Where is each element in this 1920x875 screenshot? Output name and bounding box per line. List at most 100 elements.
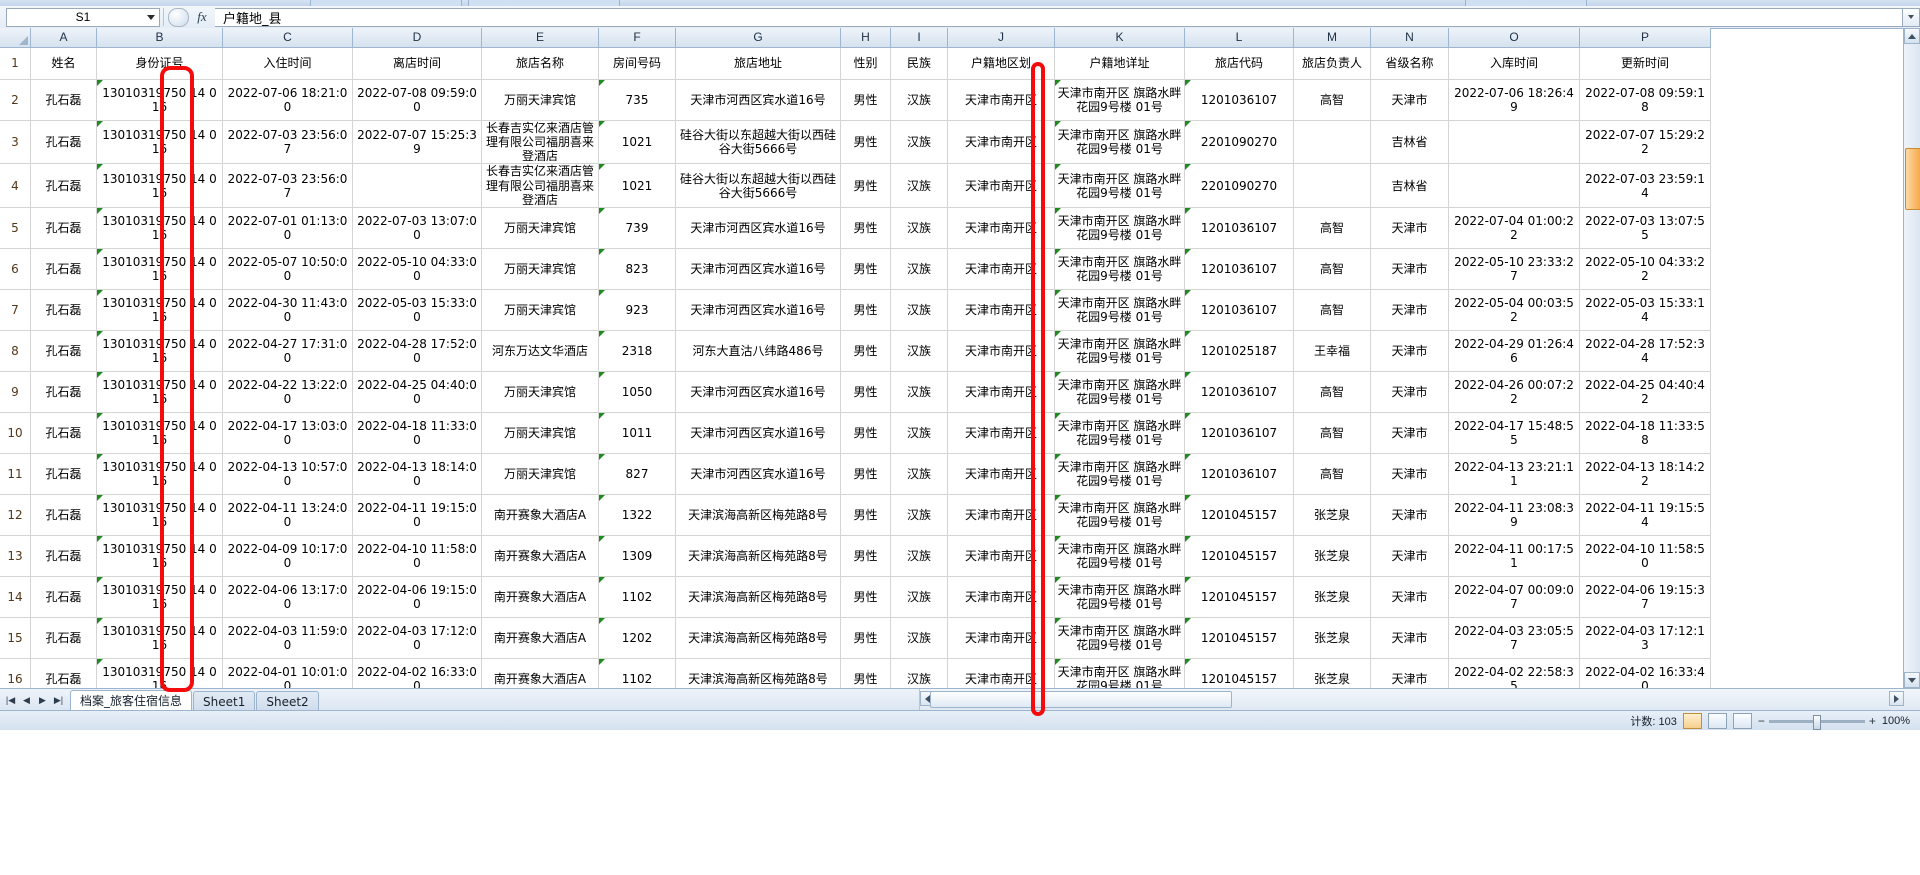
cell-B16[interactable]: 13010319750 14 016 (96, 658, 223, 688)
cell-G13[interactable]: 天津滨海高新区梅苑路8号 (675, 535, 841, 577)
zoom-slider[interactable]: − + (1758, 714, 1876, 730)
cell-N5[interactable]: 天津市 (1370, 207, 1449, 249)
first-sheet-icon[interactable]: |◀ (5, 694, 16, 705)
table-row[interactable]: 7 孔石磊 13010319750 14 016 2022-04-30 11:43:0… (0, 289, 1711, 331)
header-cell-G1[interactable]: 旅店地址 (675, 47, 841, 80)
cell-H13[interactable]: 男性 (840, 535, 891, 577)
cell-E15[interactable]: 南开赛象大酒店A (481, 617, 599, 659)
cell-I16[interactable]: 汉族 (890, 658, 948, 688)
cancel-formula-icon[interactable] (168, 7, 189, 27)
cell-P12[interactable]: 2022-04-11 19:15:54 (1579, 494, 1711, 536)
cell-B5[interactable]: 13010319750 14 016 (96, 207, 223, 249)
cell-L15[interactable]: 1201045157 (1184, 617, 1294, 659)
cell-P9[interactable]: 2022-04-25 04:40:42 (1579, 371, 1711, 413)
cell-D13[interactable]: 2022-04-10 11:58:00 (352, 535, 482, 577)
cell-J16[interactable]: 天津市南开区 (947, 658, 1055, 688)
header-cell-K1[interactable]: 户籍地详址 (1054, 47, 1185, 80)
cell-D4[interactable] (352, 163, 482, 208)
cell-G10[interactable]: 天津市河西区宾水道16号 (675, 412, 841, 454)
cell-C9[interactable]: 2022-04-22 13:22:00 (222, 371, 353, 413)
cell-B10[interactable]: 13010319750 14 016 (96, 412, 223, 454)
cell-D3[interactable]: 2022-07-07 15:25:39 (352, 120, 482, 165)
cell-J3[interactable]: 天津市南开区 (947, 120, 1055, 165)
cell-L3[interactable]: 2201090270 (1184, 120, 1294, 165)
cell-C6[interactable]: 2022-05-07 10:50:00 (222, 248, 353, 290)
cell-A10[interactable]: 孔石磊 (30, 412, 97, 454)
cell-M10[interactable]: 高智 (1293, 412, 1371, 454)
cell-E8[interactable]: 河东万达文华酒店 (481, 330, 599, 372)
cell-L5[interactable]: 1201036107 (1184, 207, 1294, 249)
cell-K5[interactable]: 天津市南开区 旗路水畔花园9号楼 01号 (1054, 207, 1185, 249)
header-cell-D1[interactable]: 离店时间 (352, 47, 482, 80)
cell-M14[interactable]: 张芝泉 (1293, 576, 1371, 618)
table-row[interactable]: 4 孔石磊 13010319750 14 016 2022-07-03 23:56:0… (0, 163, 1711, 208)
cell-J5[interactable]: 天津市南开区 (947, 207, 1055, 249)
cell-N16[interactable]: 天津市 (1370, 658, 1449, 688)
cell-D10[interactable]: 2022-04-18 11:33:00 (352, 412, 482, 454)
row-header-10[interactable]: 10 (0, 412, 31, 454)
insert-function-icon[interactable]: fx (197, 9, 207, 24)
cell-D16[interactable]: 2022-04-02 16:33:00 (352, 658, 482, 688)
cell-K2[interactable]: 天津市南开区 旗路水畔花园9号楼 01号 (1054, 79, 1185, 121)
cell-O11[interactable]: 2022-04-13 23:21:11 (1448, 453, 1580, 495)
cell-B12[interactable]: 13010319750 14 016 (96, 494, 223, 536)
cell-L8[interactable]: 1201025187 (1184, 330, 1294, 372)
cell-J4[interactable]: 天津市南开区 (947, 163, 1055, 208)
cell-C5[interactable]: 2022-07-01 01:13:00 (222, 207, 353, 249)
cell-B2[interactable]: 13010319750 14 016 (96, 79, 223, 121)
table-row[interactable]: 8 孔石磊 13010319750 14 016 2022-04-27 17:31:0… (0, 330, 1711, 372)
cell-P16[interactable]: 2022-04-02 16:33:40 (1579, 658, 1711, 688)
cell-J9[interactable]: 天津市南开区 (947, 371, 1055, 413)
sheet-tab-2[interactable]: Sheet2 (256, 691, 319, 711)
cell-M15[interactable]: 张芝泉 (1293, 617, 1371, 659)
cell-L12[interactable]: 1201045157 (1184, 494, 1294, 536)
column-header-H[interactable]: H (840, 28, 891, 48)
cell-B8[interactable]: 13010319750 14 016 (96, 330, 223, 372)
cell-H6[interactable]: 男性 (840, 248, 891, 290)
column-header-E[interactable]: E (481, 28, 599, 48)
header-cell-F1[interactable]: 房间号码 (598, 47, 676, 80)
last-sheet-icon[interactable]: ▶| (53, 694, 64, 705)
cell-N6[interactable]: 天津市 (1370, 248, 1449, 290)
cell-O13[interactable]: 2022-04-11 00:17:51 (1448, 535, 1580, 577)
table-row[interactable]: 9 孔石磊 13010319750 14 016 2022-04-22 13:22:0… (0, 371, 1711, 413)
cell-O12[interactable]: 2022-04-11 23:08:39 (1448, 494, 1580, 536)
cell-I8[interactable]: 汉族 (890, 330, 948, 372)
spreadsheet-grid[interactable]: A B C D E F G H I J K L M N O P 1 姓名 身份证… (0, 28, 1904, 688)
cell-I12[interactable]: 汉族 (890, 494, 948, 536)
cell-A15[interactable]: 孔石磊 (30, 617, 97, 659)
sheet-tab-1[interactable]: Sheet1 (193, 691, 256, 711)
cell-P4[interactable]: 2022-07-03 23:59:14 (1579, 163, 1711, 208)
cell-E12[interactable]: 南开赛象大酒店A (481, 494, 599, 536)
cell-D15[interactable]: 2022-04-03 17:12:00 (352, 617, 482, 659)
column-header-M[interactable]: M (1293, 28, 1371, 48)
cell-D12[interactable]: 2022-04-11 19:15:00 (352, 494, 482, 536)
cell-O8[interactable]: 2022-04-29 01:26:46 (1448, 330, 1580, 372)
cell-G6[interactable]: 天津市河西区宾水道16号 (675, 248, 841, 290)
row-header-14[interactable]: 14 (0, 576, 31, 618)
column-header-O[interactable]: O (1448, 28, 1580, 48)
cell-L6[interactable]: 1201036107 (1184, 248, 1294, 290)
cell-F15[interactable]: 1202 (598, 617, 676, 659)
cell-C11[interactable]: 2022-04-13 10:57:00 (222, 453, 353, 495)
row-header-12[interactable]: 12 (0, 494, 31, 536)
cell-D6[interactable]: 2022-05-10 04:33:00 (352, 248, 482, 290)
cell-A3[interactable]: 孔石磊 (30, 120, 97, 165)
cell-L2[interactable]: 1201036107 (1184, 79, 1294, 121)
scroll-up-button[interactable] (1904, 28, 1920, 44)
zoom-track[interactable] (1768, 714, 1865, 730)
table-row[interactable]: 15 孔石磊 13010319750 14 016 2022-04-03 11:59:… (0, 617, 1711, 659)
cell-E2[interactable]: 万丽天津宾馆 (481, 79, 599, 121)
cell-P14[interactable]: 2022-04-06 19:15:37 (1579, 576, 1711, 618)
cell-O9[interactable]: 2022-04-26 00:07:22 (1448, 371, 1580, 413)
cell-K12[interactable]: 天津市南开区 旗路水畔花园9号楼 01号 (1054, 494, 1185, 536)
cell-P15[interactable]: 2022-04-03 17:12:13 (1579, 617, 1711, 659)
cell-P11[interactable]: 2022-04-13 18:14:22 (1579, 453, 1711, 495)
ribbon-tab-ghost-3[interactable] (1465, 0, 1587, 6)
row-header-1[interactable]: 1 (0, 47, 31, 80)
cell-F7[interactable]: 923 (598, 289, 676, 331)
cell-C7[interactable]: 2022-04-30 11:43:00 (222, 289, 353, 331)
cell-G11[interactable]: 天津市河西区宾水道16号 (675, 453, 841, 495)
cell-F13[interactable]: 1309 (598, 535, 676, 577)
cell-F8[interactable]: 2318 (598, 330, 676, 372)
